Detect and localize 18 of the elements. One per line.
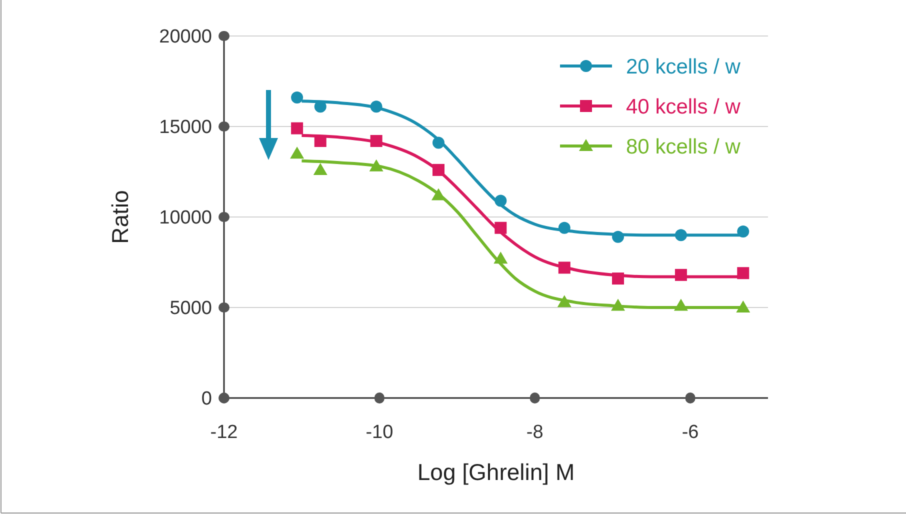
point	[290, 146, 304, 159]
x-tick-label: -10	[366, 422, 394, 443]
y-axis-title: Ratio	[107, 190, 133, 244]
x-tick-label: -8	[526, 422, 544, 443]
x-tick-label: -12	[210, 422, 238, 443]
point	[291, 122, 304, 134]
point	[313, 162, 328, 175]
x-tick-label: -6	[682, 422, 699, 443]
legend-label: 80 kcells / w	[626, 135, 742, 158]
legend-label: 20 kcells / w	[626, 55, 742, 78]
y-tick-label: 5000	[170, 298, 212, 320]
legend-label: 40 kcells / w	[626, 95, 742, 118]
y-tick-label: 15000	[159, 117, 212, 138]
y-tick-label: 0	[201, 388, 212, 410]
x-axis-title: Log [Ghrelin] M	[417, 459, 575, 485]
y-tick-label: 10000	[159, 208, 212, 229]
point	[291, 92, 304, 104]
y-tick-label: 20000	[159, 26, 212, 48]
